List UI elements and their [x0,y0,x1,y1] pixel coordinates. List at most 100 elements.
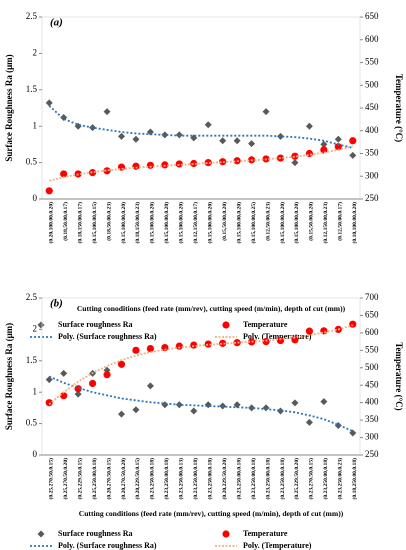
point [88,169,97,177]
x-tick-label: (0.12,50.00,0.17) [337,202,344,241]
point [132,135,140,143]
y-tick-label: 0 [33,449,38,459]
x-tick-label: (0.18,250.00,0.18) [351,458,358,500]
point [118,132,125,140]
point [320,398,328,406]
trend-line [48,324,354,406]
point [291,159,299,167]
x-tick-label: (0.23,250.00,0.23) [337,458,344,500]
legend-label: Temperature [243,320,288,329]
y2-tick-label: 350 [365,148,379,158]
point [204,121,212,129]
legend-swatch [222,321,230,329]
y-axis-title: Surface Roughness Ra (μm) [4,54,14,161]
x-tick-label: (0.15,100.00,0.20) [120,202,127,244]
y-tick-label: 1.5 [26,355,38,365]
y2-tick-label: 450 [365,102,379,112]
x-tick-label: (0.18,50.00,0.17) [62,202,69,241]
point [161,343,169,352]
point [118,410,125,418]
y2-tick-label: 350 [365,414,379,424]
point [190,159,198,168]
y2-tick-label: 600 [365,34,379,44]
x-tick-label: (0.25,229.50,0.20) [293,458,300,500]
legend-label: Poly. (Temperature) [243,541,312,550]
point [262,108,270,116]
point [190,407,198,415]
y2-tick-label: 450 [365,379,379,389]
point [277,132,284,140]
point [103,167,111,175]
x-tick-label: (0.25,250.00,0.18) [91,458,98,500]
y2-tick-label: 300 [365,170,379,180]
y2-tick-label: 500 [365,79,379,89]
y-tick-label: 0 [33,193,38,203]
y2-tick-label: 600 [365,327,379,337]
y-tick-label: 2 [33,323,38,333]
x-tick-label: (0.23,250.00,0.18) [149,458,156,500]
x-tick-label: (0.20,229.50,0.20) [221,458,228,500]
point [60,392,68,400]
point [60,170,68,178]
x-tick-label: (0.15,100.00,0.15) [91,202,98,244]
y2-tick-label: 300 [365,432,379,442]
y2-tick-label: 500 [365,362,379,372]
point [45,376,53,384]
legend-label: Poly. (Temperature) [243,332,312,341]
legend-label: Temperature [243,529,288,538]
legend-label: Poly. (Surface roughness Ra) [58,541,157,550]
x-tick-label: (0.25,270.50,0.20) [62,458,69,500]
point [277,407,284,415]
point [291,152,299,160]
x-tick-label: (0.18,150.00,0.17) [76,202,83,244]
point [233,339,241,347]
x-tick-label: (0.15,100.00,0.20) [149,202,156,244]
x-tick-label: (0.12,50.00,0.23) [264,202,271,241]
point [276,336,285,345]
point [349,151,357,159]
x-tick-label: (0.23,270.50,0.15) [308,458,315,500]
y-tick-label: 0.5 [26,157,38,167]
x-tick-label: (0.23,250.00,0.18) [279,458,286,500]
point [132,162,140,170]
point [204,159,212,167]
panel-label: (b) [50,298,63,310]
point [219,158,227,166]
y-tick-label: 1.5 [26,84,38,94]
point [161,401,169,409]
point [132,406,140,414]
x-tick-label: (0.15,50.00,0.20) [308,202,315,241]
x-tick-label: (0.23,250.00,0.18) [163,458,170,500]
y2-tick-label: 550 [365,344,379,354]
point [190,341,198,349]
point [305,327,314,335]
point [204,401,212,409]
point [248,140,256,148]
x-tick-label: (0.20,270.50,0.15) [105,458,112,500]
x-tick-label: (0.12,150.00,0.23) [322,202,329,244]
x-tick-label: (0.15,100.00,0.20) [163,202,170,244]
trend-line [48,375,354,432]
point [74,390,82,398]
point [233,137,241,145]
y2-axis-title: Temperature (°C) [394,342,404,410]
y-tick-label: 1 [33,120,38,130]
x-tick-label: (0.15,100.00,0.20) [178,202,185,244]
x-tick-label: (0.15,100.00,0.20) [293,202,300,244]
x-tick-label: (0.25,229.50,0.15) [76,458,83,500]
legend-label: Surface roughness Ra [58,320,133,329]
y2-tick-label: 250 [365,449,379,459]
point [219,339,227,347]
x-tick-label: (0.15,100.00,0.20) [235,202,242,244]
point [219,137,227,145]
y2-tick-label: 650 [365,11,379,21]
x-tick-label: (0.15,100.00,0.20) [279,202,286,244]
y2-tick-label: 250 [365,193,379,203]
x-tick-label: (0.20,100.00,0.20) [48,202,55,244]
x-tick-label: (0.15,50.00,0.20) [221,202,228,241]
point [103,108,111,116]
x-tick-label: (0.20,229.50,0.15) [134,458,141,500]
x-tick-label: (0.12,150.00,0.17) [192,202,199,244]
point [349,137,357,145]
point [146,344,155,353]
